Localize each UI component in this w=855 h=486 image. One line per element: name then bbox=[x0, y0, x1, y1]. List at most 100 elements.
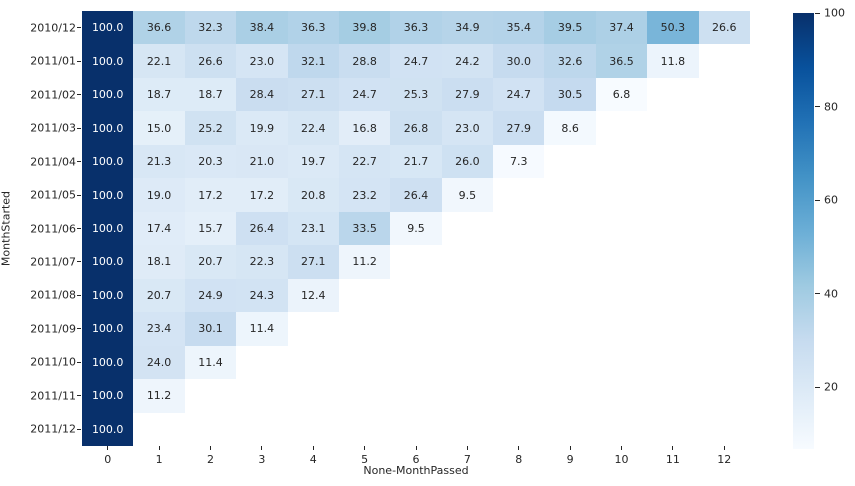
heatmap-cell bbox=[647, 345, 699, 380]
heatmap-cell bbox=[647, 412, 699, 446]
heatmap-plot: 100.0 36.6 32.3 38.4 36.3 39.8 36.3 34.9 35.4 39.… bbox=[82, 11, 750, 446]
heatmap-cell: 17.4 bbox=[133, 211, 185, 246]
heatmap-cell bbox=[236, 412, 288, 446]
heatmap-cell bbox=[493, 245, 545, 279]
heatmap-cell: 15.0 bbox=[133, 111, 185, 145]
heatmap-cell bbox=[338, 278, 391, 313]
heatmap-cell: 100.0 bbox=[82, 11, 134, 45]
heatmap-cell bbox=[287, 345, 339, 380]
heatmap-cell bbox=[595, 412, 648, 446]
x-tick-labels: 0 1 2 3 4 5 6 7 8 9 10 11 12 bbox=[82, 446, 750, 486]
heatmap-cell bbox=[544, 178, 596, 212]
heatmap-cell bbox=[698, 345, 750, 380]
heatmap-cell: 100.0 bbox=[82, 178, 134, 212]
heatmap-cell bbox=[647, 211, 699, 246]
heatmap-cell: 34.9 bbox=[441, 11, 494, 45]
heatmap-cell bbox=[287, 379, 339, 413]
heatmap-cell bbox=[647, 77, 699, 112]
heatmap-cell bbox=[441, 211, 494, 246]
heatmap-cell: 22.3 bbox=[236, 245, 288, 279]
heatmap-cell bbox=[698, 111, 750, 145]
colorbar-tick-mark bbox=[815, 12, 820, 14]
heatmap-cell bbox=[441, 278, 494, 313]
heatmap-cell: 18.7 bbox=[184, 77, 237, 112]
y-tick-label: 2011/07 bbox=[30, 255, 76, 269]
y-tick-label: 2011/09 bbox=[30, 322, 76, 336]
y-tick-label: 2011/12 bbox=[30, 422, 76, 436]
y-tick-mark bbox=[77, 228, 81, 229]
y-tick-mark bbox=[77, 94, 81, 96]
y-tick-label: 2011/10 bbox=[30, 355, 76, 369]
x-tick-label: 4 bbox=[309, 453, 317, 466]
x-tick-mark bbox=[672, 446, 674, 450]
heatmap-cell bbox=[236, 345, 288, 380]
heatmap-cell bbox=[338, 312, 391, 346]
y-tick-label: 2011/03 bbox=[30, 121, 76, 135]
heatmap-cell: 20.8 bbox=[287, 178, 339, 212]
heatmap-cell: 28.4 bbox=[236, 77, 288, 112]
heatmap-cell: 28.8 bbox=[338, 44, 391, 78]
heatmap-cell: 7.3 bbox=[493, 144, 545, 179]
y-tick-label: 2011/04 bbox=[30, 155, 76, 169]
heatmap-cell bbox=[544, 412, 596, 446]
heatmap-cell: 30.0 bbox=[493, 44, 545, 78]
heatmap-cell: 39.5 bbox=[544, 11, 596, 45]
heatmap-cell: 100.0 bbox=[82, 278, 134, 313]
x-tick-label: 6 bbox=[412, 453, 420, 466]
heatmap-cell bbox=[544, 278, 596, 313]
x-tick-mark bbox=[261, 446, 263, 450]
heatmap-cell bbox=[647, 245, 699, 279]
heatmap-cell: 20.7 bbox=[133, 278, 185, 313]
x-tick-label: 3 bbox=[258, 453, 266, 466]
heatmap-cell: 18.7 bbox=[133, 77, 185, 112]
heatmap-cell bbox=[390, 412, 442, 446]
heatmap-cell bbox=[698, 77, 750, 112]
heatmap-cell: 32.6 bbox=[544, 44, 596, 78]
heatmap-cell bbox=[595, 245, 648, 279]
colorbar-tick-label: 100 bbox=[824, 6, 845, 20]
y-tick-label: 2011/06 bbox=[30, 222, 76, 235]
heatmap-cell: 100.0 bbox=[82, 144, 134, 179]
heatmap-cell: 36.3 bbox=[390, 11, 442, 45]
colorbar-tick-mark bbox=[815, 386, 820, 388]
heatmap-cell: 36.3 bbox=[287, 11, 339, 45]
x-tick-label: 11 bbox=[665, 453, 680, 466]
heatmap-cell bbox=[390, 245, 442, 279]
x-tick-mark bbox=[518, 446, 520, 450]
heatmap-cell bbox=[390, 379, 442, 413]
x-tick-mark bbox=[621, 446, 623, 450]
y-tick-labels: 2010/12 2011/01 2011/02 2011/03 2011/04 2011/… bbox=[0, 11, 81, 446]
heatmap-cell: 17.2 bbox=[236, 178, 288, 212]
heatmap-cell: 30.1 bbox=[184, 312, 237, 346]
heatmap-cell bbox=[595, 111, 648, 145]
heatmap-cell: 24.7 bbox=[493, 77, 545, 112]
heatmap-cell: 11.4 bbox=[184, 345, 237, 380]
heatmap-cell: 15.7 bbox=[184, 211, 237, 246]
y-tick-mark bbox=[77, 60, 81, 62]
y-tick-label: 2011/11 bbox=[30, 389, 76, 403]
heatmap-cell: 24.9 bbox=[184, 278, 237, 313]
x-tick-label: 5 bbox=[361, 453, 369, 466]
heatmap-cell bbox=[544, 379, 596, 413]
heatmap-cell: 100.0 bbox=[82, 111, 134, 145]
x-tick-label: 1 bbox=[155, 453, 163, 466]
heatmap-cell: 100.0 bbox=[82, 379, 134, 413]
heatmap-cell bbox=[647, 178, 699, 212]
y-tick-mark bbox=[77, 328, 81, 330]
x-tick-mark bbox=[209, 446, 211, 450]
colorbar-gradient bbox=[793, 13, 814, 449]
y-tick-mark bbox=[77, 361, 81, 363]
heatmap-cell bbox=[338, 379, 391, 413]
heatmap-cell: 32.1 bbox=[287, 44, 339, 78]
x-tick-mark bbox=[312, 446, 314, 450]
heatmap-cell: 36.5 bbox=[595, 44, 648, 78]
heatmap-cell bbox=[698, 245, 750, 279]
heatmap-cell: 26.6 bbox=[184, 44, 237, 78]
x-tick-mark bbox=[158, 446, 160, 450]
heatmap-cell: 26.6 bbox=[698, 11, 750, 45]
heatmap-cell: 18.1 bbox=[133, 245, 185, 279]
heatmap-cell bbox=[544, 144, 596, 179]
heatmap-cell: 100.0 bbox=[82, 211, 134, 246]
x-axis-label: None-MonthPassed bbox=[363, 464, 469, 477]
x-tick-mark bbox=[107, 446, 109, 450]
